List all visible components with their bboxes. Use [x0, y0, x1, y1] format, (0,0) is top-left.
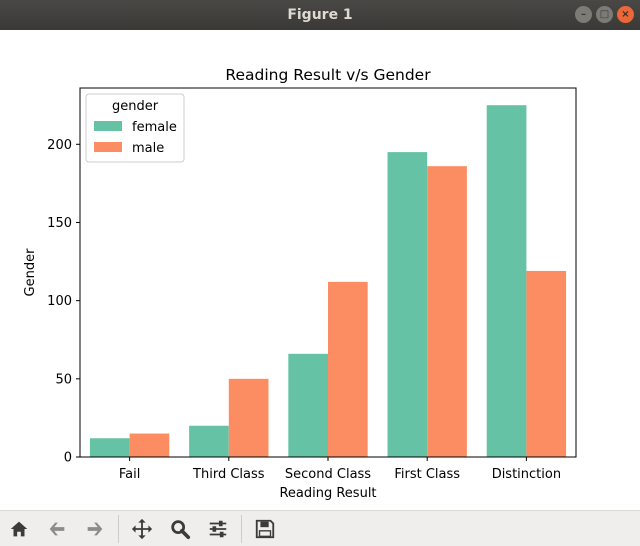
- bar-female-distinction: [486, 105, 527, 457]
- figure-canvas: Reading Result v/s Gender 0 50 100 150 200 Fai…: [0, 30, 640, 510]
- close-button[interactable]: ×: [617, 6, 634, 23]
- bar-female-first-class: [387, 152, 428, 457]
- forward-arrow-icon: [87, 522, 103, 535]
- bar-female-third-class: [189, 425, 229, 457]
- y-tick-label: 50: [55, 372, 72, 387]
- window-title: Figure 1: [287, 7, 353, 23]
- home-icon: [10, 521, 28, 536]
- maximize-button[interactable]: □: [596, 6, 613, 23]
- x-tick-label: Second Class: [285, 467, 371, 482]
- legend-swatch-male: [94, 142, 122, 152]
- navigation-toolbar: [0, 510, 640, 546]
- legend-label-male: male: [132, 141, 164, 156]
- bar-male-distinction: [526, 270, 567, 457]
- minimize-button[interactable]: –: [575, 6, 592, 23]
- chart-title: Reading Result v/s Gender: [225, 66, 431, 84]
- configure-subplots-button[interactable]: [205, 516, 231, 542]
- bar-male-first-class: [427, 166, 467, 457]
- y-tick-label: 200: [47, 138, 72, 153]
- forward-button[interactable]: [82, 516, 108, 542]
- zoom-icon: [171, 519, 191, 539]
- legend-title: gender: [112, 99, 159, 114]
- pan-icon: [131, 518, 153, 539]
- window-titlebar: Figure 1 – □ ×: [0, 0, 640, 30]
- configure-subplots-icon: [209, 520, 227, 537]
- y-tick-label: 150: [47, 216, 72, 231]
- x-tick-label: Distinction: [492, 467, 561, 482]
- window-controls: – □ ×: [575, 6, 634, 23]
- back-arrow-icon: [49, 522, 65, 535]
- y-tick-label: 0: [64, 451, 72, 466]
- pan-button[interactable]: [129, 516, 155, 542]
- bar-female-second-class: [288, 353, 328, 457]
- y-axis-label: Gender: [23, 248, 38, 297]
- legend-label-female: female: [132, 120, 177, 135]
- x-axis-label: Reading Result: [279, 486, 376, 501]
- y-tick-label: 100: [47, 294, 72, 309]
- toolbar-separator: [241, 514, 242, 543]
- legend-swatch-female: [94, 121, 122, 131]
- bar-male-second-class: [328, 281, 368, 457]
- x-tick-label: First Class: [394, 467, 460, 482]
- save-button[interactable]: [252, 516, 278, 542]
- toolbar-separator: [118, 514, 119, 543]
- bar-male-third-class: [228, 378, 269, 457]
- zoom-button[interactable]: [167, 516, 193, 542]
- back-button[interactable]: [44, 516, 70, 542]
- bar-chart: Reading Result v/s Gender 0 50 100 150 200 Fai…: [23, 66, 577, 501]
- home-button[interactable]: [6, 516, 32, 542]
- x-tick-label: Fail: [119, 467, 140, 482]
- x-tick-label: Third Class: [192, 467, 265, 482]
- bar-male-fail: [129, 433, 170, 457]
- save-icon: [255, 519, 275, 538]
- bar-female-fail: [89, 438, 130, 457]
